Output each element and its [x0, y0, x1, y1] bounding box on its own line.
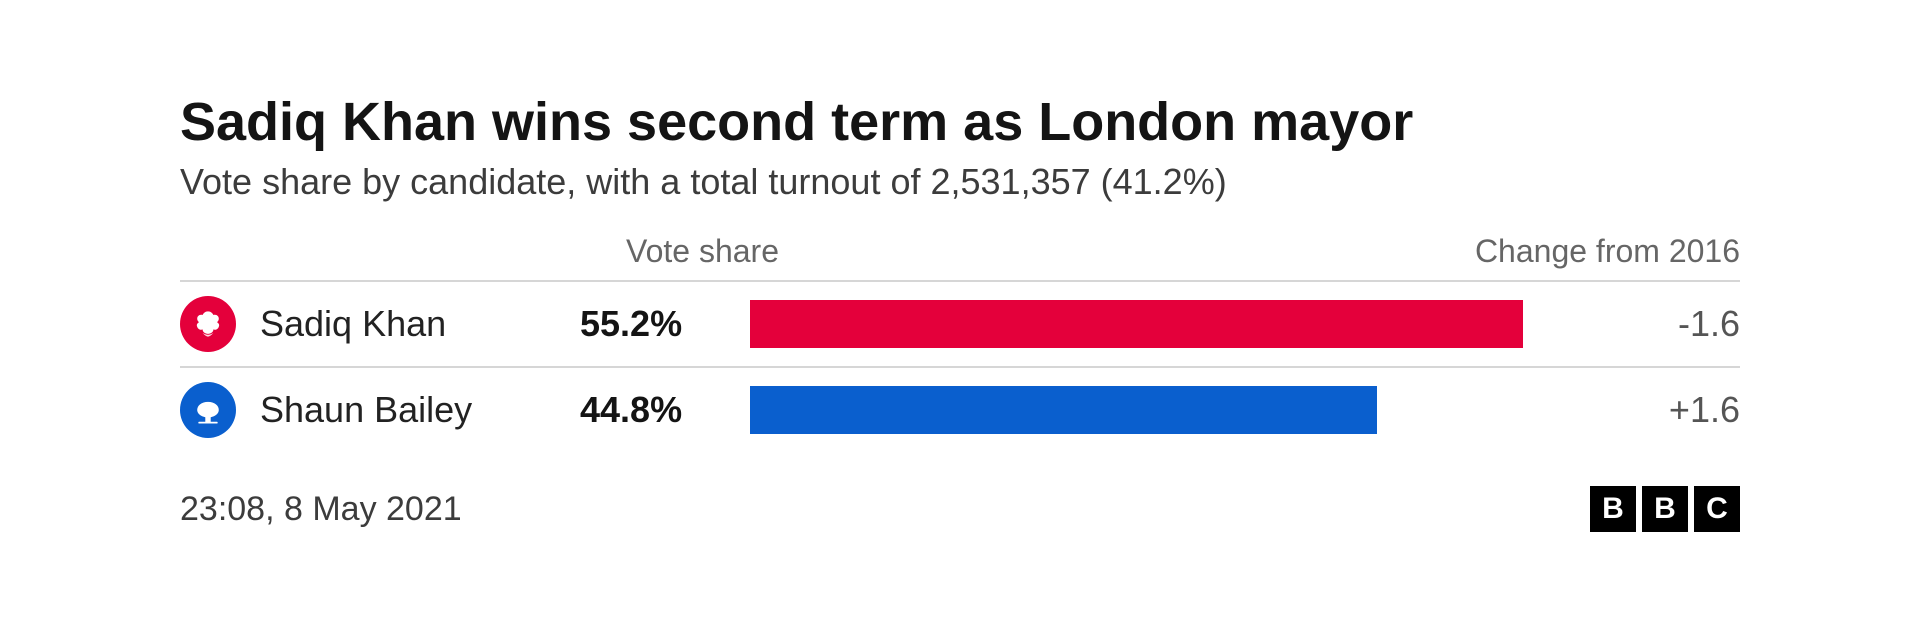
chart-rows: Sadiq Khan55.2% -1.6 Shaun Bailey44.8% +1.6 — [180, 280, 1740, 452]
bbc-logo-letter: B — [1642, 486, 1688, 532]
header-vote-share: Vote share — [626, 233, 779, 270]
candidate-name: Sadiq Khan — [260, 303, 580, 345]
table-row: Shaun Bailey44.8% +1.6 — [180, 366, 1740, 452]
labour-rose-icon — [180, 296, 236, 352]
bar-fill — [750, 386, 1377, 434]
column-headers: Vote share Change from 2016 — [180, 233, 1740, 276]
chart-card: Sadiq Khan wins second term as London ma… — [180, 91, 1740, 532]
table-row: Sadiq Khan55.2% -1.6 — [180, 280, 1740, 366]
bar-fill — [750, 300, 1523, 348]
chart-subtitle: Vote share by candidate, with a total tu… — [180, 161, 1740, 203]
chart-wrapper: Sadiq Khan wins second term as London ma… — [0, 0, 1920, 623]
timestamp: 23:08, 8 May 2021 — [180, 490, 462, 529]
bar-track — [750, 386, 1590, 434]
bbc-logo-letter: C — [1694, 486, 1740, 532]
header-change: Change from 2016 — [1475, 233, 1740, 270]
candidate-name: Shaun Bailey — [260, 389, 580, 431]
vote-share-value: 44.8% — [580, 389, 750, 431]
bbc-logo-letter: B — [1590, 486, 1636, 532]
bar-track — [750, 300, 1590, 348]
tory-tree-icon — [180, 382, 236, 438]
bbc-logo: BBC — [1590, 486, 1740, 532]
change-value: -1.6 — [1630, 303, 1740, 345]
vote-share-value: 55.2% — [580, 303, 750, 345]
chart-footer: 23:08, 8 May 2021 BBC — [180, 486, 1740, 532]
change-value: +1.6 — [1630, 389, 1740, 431]
chart-title: Sadiq Khan wins second term as London ma… — [180, 91, 1740, 153]
